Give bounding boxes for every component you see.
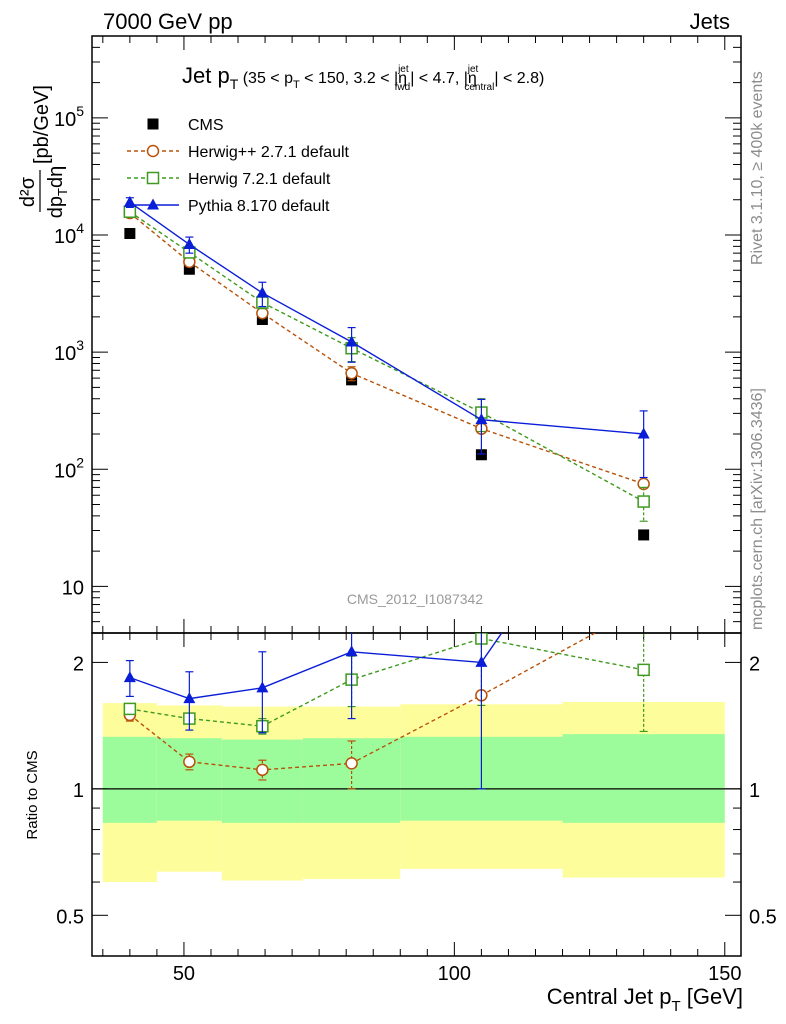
inner-band-bin	[221, 739, 303, 823]
svg-text:dpTdη: dpTdη	[45, 166, 70, 218]
ratio-frame	[91, 632, 742, 957]
main-plot: 10 102 103 104 105	[54, 35, 742, 634]
data-point	[256, 286, 269, 298]
ratio-tick-label-right: 0.5	[749, 906, 777, 928]
data-point	[123, 671, 136, 683]
data-point	[147, 198, 159, 210]
data-point	[475, 655, 488, 667]
inner-band-bin	[562, 734, 725, 823]
svg-text:d²σ: d²σ	[17, 176, 39, 207]
series-circle-dashed	[123, 206, 650, 491]
data-point	[183, 692, 196, 704]
ratio-tick-label-right: 1	[749, 780, 760, 802]
series-line	[129, 637, 644, 727]
legend-label: Pythia 8.170 default	[188, 198, 330, 215]
header-left: 7000 GeV pp	[103, 9, 233, 34]
data-point	[146, 171, 160, 185]
series-data	[124, 227, 650, 541]
data-point	[256, 313, 268, 325]
data-point	[183, 755, 196, 769]
legend-label: CMS	[188, 117, 224, 134]
y-tick-label: 10	[62, 577, 84, 599]
series-line	[129, 212, 644, 485]
data-point	[637, 427, 650, 439]
series-line	[129, 633, 503, 700]
legend-label: Herwig++ 2.7.1 default	[188, 144, 350, 161]
legend: CMS Herwig++ 2.7.1 default Herwig 7.2.1 de…	[127, 117, 350, 215]
series-line	[129, 211, 644, 503]
data-point	[256, 681, 269, 693]
legend-label: Herwig 7.2.1 default	[188, 171, 331, 188]
data-point	[346, 374, 358, 386]
data-point	[146, 144, 160, 158]
ratio-plot: 50 100 150 0.5 0.5 1 1 2 2	[56, 632, 777, 985]
series-triangle-solid	[123, 633, 503, 790]
data-point	[256, 306, 269, 320]
x-tick-label: 150	[708, 963, 741, 985]
series-triangle-solid	[123, 195, 650, 479]
data-point	[345, 757, 358, 770]
analysis-watermark: CMS_2012_I1087342	[347, 591, 483, 607]
data-point	[183, 237, 196, 249]
data-point	[256, 763, 269, 777]
ratio-tick-label: 0.5	[56, 906, 84, 928]
data-point	[124, 227, 136, 239]
inner-band-bin	[302, 738, 401, 823]
uncertainty-bands	[102, 701, 725, 883]
x-axis-label: Central Jet pT [GeV]	[547, 984, 743, 1015]
ratio-tick-label: 1	[73, 780, 84, 802]
data-point	[147, 118, 159, 130]
data-point	[123, 195, 136, 207]
y-tick-label: 102	[54, 454, 84, 482]
y-tick-label: 104	[54, 220, 84, 248]
data-point	[123, 702, 137, 716]
y-tick-label: 105	[54, 103, 84, 131]
data-point	[475, 449, 487, 461]
header-right: Jets	[690, 9, 730, 34]
ratio-y-label: Ratio to CMS	[24, 750, 41, 839]
y-tick-label: 103	[54, 337, 84, 365]
x-tick-label: 50	[173, 963, 195, 985]
series-line	[129, 633, 597, 771]
data-point	[345, 367, 358, 380]
x-tick-label: 100	[438, 963, 471, 985]
data-point	[637, 663, 650, 677]
rivet-label: Rivet 3.1.10, ≥ 400k events	[749, 71, 766, 265]
mcplots-label: mcplots.cern.ch [arXiv:1306.3436]	[749, 388, 766, 630]
svg-text:[pb/GeV]: [pb/GeV]	[31, 85, 53, 164]
data-point	[345, 645, 358, 657]
data-point	[183, 263, 195, 275]
data-point	[638, 529, 650, 541]
series-line	[129, 201, 644, 435]
data-point	[345, 335, 358, 347]
y-axis-label: d²σ dpTdη [pb/GeV]	[17, 85, 70, 218]
ratio-tick-label: 2	[73, 653, 84, 675]
data-point	[637, 495, 650, 508]
plot-title: Jet pT (35 < pT < 150, 3.2 < |ηjet fwd| <…	[182, 63, 544, 93]
inner-band-bin	[156, 738, 222, 821]
ratio-tick-label-right: 2	[749, 653, 760, 675]
inner-band-bin	[102, 736, 157, 823]
data-point	[475, 413, 488, 425]
